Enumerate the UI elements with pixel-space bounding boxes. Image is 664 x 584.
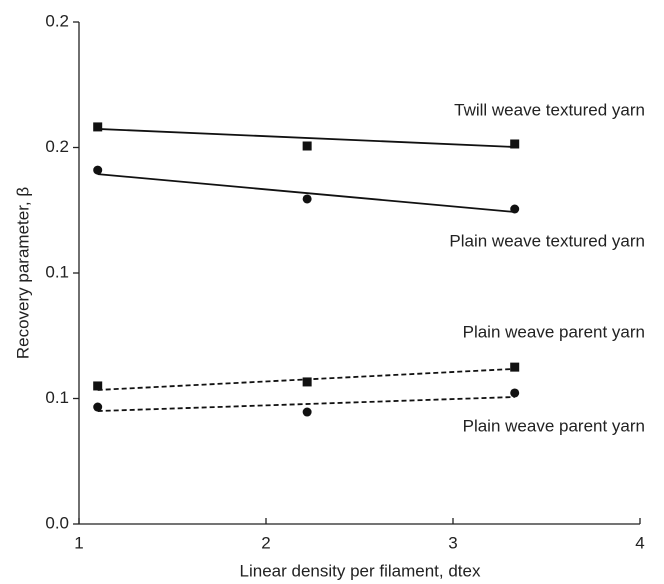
- point: [510, 362, 520, 372]
- point: [510, 139, 520, 149]
- series-label: Plain weave textured yarn: [449, 231, 645, 250]
- point: [302, 377, 312, 387]
- point: [302, 141, 312, 151]
- point: [302, 194, 312, 204]
- fit-line: [97, 128, 515, 148]
- point: [93, 381, 103, 391]
- point: [302, 407, 312, 417]
- y-tick-label: 0.1: [45, 262, 69, 281]
- fit-line: [97, 396, 515, 412]
- x-axis-label: Linear density per filament, dtex: [240, 561, 481, 580]
- x-tick-label: 3: [448, 533, 457, 552]
- point: [93, 122, 103, 132]
- series-label: Plain weave parent yarn: [463, 416, 645, 435]
- y-tick-label: 0.1: [45, 388, 69, 407]
- fit-line: [97, 173, 515, 213]
- series-label: Twill weave textured yarn: [454, 100, 645, 119]
- y-tick-label: 0.0: [45, 513, 69, 532]
- point: [93, 165, 103, 175]
- x-tick-label: 1: [74, 533, 83, 552]
- x-tick-label: 4: [635, 533, 644, 552]
- y-tick-label: 0.2: [45, 137, 69, 156]
- series-label: Plain weave parent yarn: [463, 322, 645, 341]
- point: [510, 388, 520, 398]
- point: [93, 402, 103, 412]
- y-tick-label: 0.2: [45, 11, 69, 30]
- x-tick-label: 2: [261, 533, 270, 552]
- point: [510, 204, 520, 214]
- y-axis-label: Recovery parameter, β: [13, 187, 32, 360]
